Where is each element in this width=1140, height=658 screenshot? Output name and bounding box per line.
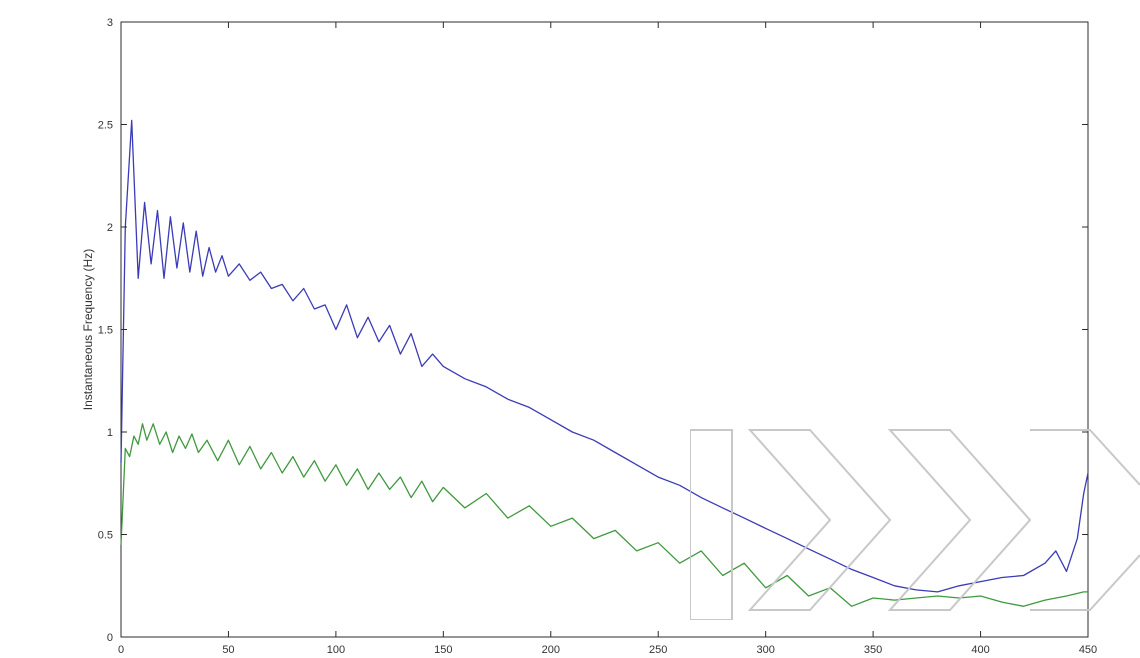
x-tick-label-0: 0 [118, 644, 124, 656]
y-tick-label-5: 2.5 [98, 120, 113, 132]
ticks-layer: 0 50 100 150 200 250 300 350 400 450 0 0.5 1 1.5 2 2.5 3 [98, 17, 1097, 656]
x-tick-label-6: 300 [756, 644, 774, 656]
x-tick-label-3: 150 [434, 644, 452, 656]
x-tick-label-9: 450 [1079, 644, 1097, 656]
x-tick-label-7: 350 [864, 644, 882, 656]
y-tick-label-2: 1 [107, 427, 113, 439]
x-tick-label-5: 250 [649, 644, 667, 656]
x-tick-label-2: 100 [327, 644, 345, 656]
x-tick-label-1: 50 [222, 644, 234, 656]
y-tick-label-6: 3 [107, 17, 113, 29]
y-tick-label-1: 0.5 [98, 530, 113, 542]
y-tick-label-4: 2 [107, 222, 113, 234]
y-tick-label-0: 0 [107, 632, 113, 644]
y-axis-title: Instantaneous Frequency (Hz) [81, 249, 95, 410]
x-tick-label-4: 200 [542, 644, 560, 656]
y-tick-label-3: 1.5 [98, 325, 113, 337]
x-tick-label-8: 400 [971, 644, 989, 656]
